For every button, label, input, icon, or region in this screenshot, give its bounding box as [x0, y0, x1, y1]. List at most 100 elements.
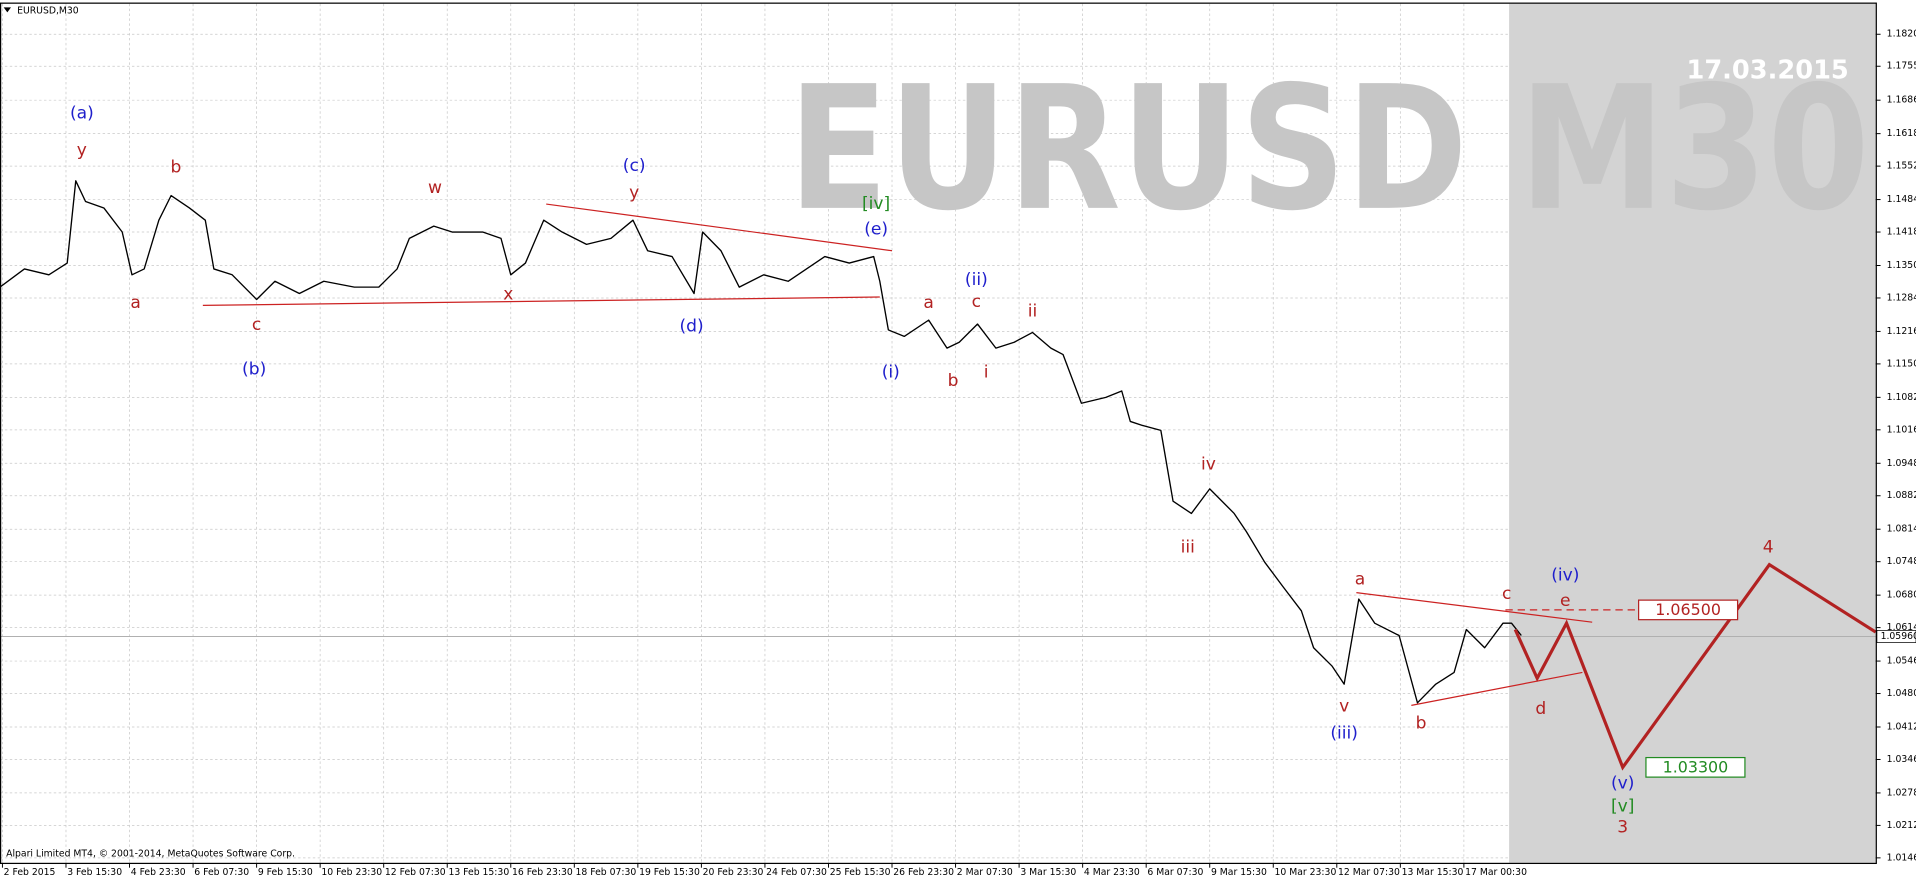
current-price-label: 1.05960: [1881, 631, 1916, 642]
wave-label: y: [77, 140, 87, 160]
wave-label: ii: [1028, 302, 1038, 322]
wave-label: 3: [1617, 817, 1628, 837]
watermark-date: 17.03.2015: [1686, 55, 1848, 85]
future-region: [1509, 3, 1876, 863]
wave-label: (b): [242, 359, 266, 379]
y-tick-label: 1.12160: [1887, 326, 1916, 337]
x-tick-label: 6 Feb 07:30: [194, 867, 249, 878]
plot-frame: [0, 2, 1877, 865]
y-tick-label: 1.07480: [1887, 556, 1916, 567]
price-label-box: [1638, 599, 1739, 621]
wave-label: (e): [864, 220, 888, 240]
wave-label: (a): [70, 103, 94, 123]
wave-label: (i): [882, 363, 900, 383]
y-tick-label: 1.06800: [1887, 590, 1916, 601]
wave-label: (c): [623, 156, 646, 176]
x-tick-label: 2 Feb 2015: [4, 867, 56, 878]
y-tick-label: 1.18200: [1887, 29, 1916, 40]
wave-label: i: [984, 363, 989, 383]
wave-label: c: [972, 292, 981, 312]
y-tick-label: 1.17550: [1887, 61, 1916, 72]
price-label: 1.03300: [1663, 757, 1729, 776]
current-price-box: [1876, 629, 1916, 643]
x-tick-label: 10 Mar 23:30: [1274, 867, 1336, 878]
projection-line: [1513, 562, 1877, 771]
watermark: EURUSD M30: [788, 50, 1869, 249]
x-tick-label: 18 Feb 07:30: [576, 867, 637, 878]
x-tick-label: 26 Feb 23:30: [893, 867, 954, 878]
y-tick-label: 1.16860: [1887, 95, 1916, 106]
y-tick-label: 1.05460: [1887, 656, 1916, 667]
y-tick-label: 1.08140: [1887, 524, 1916, 535]
x-tick-label: 3 Mar 15:30: [1020, 867, 1076, 878]
wave-label: y: [629, 183, 639, 203]
price-label: 1.06500: [1655, 600, 1721, 619]
wave-label: c: [252, 315, 261, 335]
wave-label: [iv]: [862, 194, 890, 214]
price-label-box: [1645, 756, 1746, 778]
y-tick-label: 1.02780: [1887, 787, 1916, 798]
wave-label: d: [1535, 699, 1546, 719]
y-tick-label: 1.08820: [1887, 490, 1916, 501]
x-tick-label: 13 Mar 15:30: [1402, 867, 1464, 878]
x-tick-label: 17 Mar 00:30: [1465, 867, 1527, 878]
wave-label: (iii): [1330, 723, 1358, 743]
wave-label: iv: [1201, 454, 1216, 474]
x-tick-label: 4 Feb 23:30: [131, 867, 186, 878]
trendline: [1411, 671, 1583, 707]
x-tick-label: 12 Mar 07:30: [1338, 867, 1400, 878]
x-tick-label: 2 Mar 07:30: [957, 867, 1013, 878]
y-tick-label: 1.14180: [1887, 227, 1916, 238]
y-tick-label: 1.10160: [1887, 424, 1916, 435]
price-line: [0, 180, 1522, 704]
x-tick-label: 20 Feb 23:30: [703, 867, 764, 878]
y-tick-label: 1.10820: [1887, 392, 1916, 403]
y-tick-label: 1.04120: [1887, 721, 1916, 732]
wave-label: x: [503, 285, 513, 305]
y-tick-label: 1.03460: [1887, 754, 1916, 765]
wave-label: b: [1416, 714, 1427, 734]
wave-label: b: [948, 371, 959, 391]
wave-label: 4: [1763, 537, 1774, 557]
x-tick-label: 13 Feb 15:30: [448, 867, 509, 878]
wave-label: c: [1502, 584, 1511, 604]
x-tick-label: 4 Mar 23:30: [1084, 867, 1140, 878]
wave-label: a: [923, 293, 933, 313]
x-tick-label: 3 Feb 15:30: [67, 867, 122, 878]
y-tick-label: 1.16180: [1887, 128, 1916, 139]
x-tick-label: 25 Feb 15:30: [830, 867, 891, 878]
wave-label: a: [130, 293, 140, 313]
x-tick-label: 24 Feb 07:30: [766, 867, 827, 878]
y-tick-label: 1.12840: [1887, 292, 1916, 303]
menu-arrow: [3, 7, 11, 13]
wave-label: iii: [1181, 537, 1195, 557]
y-tick-label: 1.15520: [1887, 161, 1916, 172]
x-tick-label: 6 Mar 07:30: [1147, 867, 1203, 878]
wave-label: v: [1339, 696, 1349, 716]
x-tick-label: 10 Feb 23:30: [321, 867, 382, 878]
x-tick-label: 16 Feb 23:30: [512, 867, 573, 878]
wave-label: (ii): [965, 270, 988, 290]
trendline: [546, 203, 893, 252]
y-tick-label: 1.06140: [1887, 622, 1916, 633]
chart-title: EURUSD,M30: [17, 6, 79, 17]
x-tick-label: 19 Feb 15:30: [639, 867, 700, 878]
wave-label: e: [1560, 591, 1571, 611]
wave-label: a: [1355, 569, 1365, 589]
wave-label: (iv): [1551, 565, 1579, 585]
trendline: [202, 296, 880, 306]
wave-label: (d): [680, 317, 704, 337]
wave-label: b: [171, 158, 182, 178]
y-tick-label: 1.11500: [1887, 358, 1916, 369]
y-tick-label: 1.14840: [1887, 194, 1916, 205]
y-tick-label: 1.13500: [1887, 260, 1916, 271]
x-tick-label: 9 Feb 15:30: [258, 867, 313, 878]
wave-label: [v]: [1611, 797, 1634, 817]
y-tick-label: 1.04800: [1887, 688, 1916, 699]
wave-label: w: [428, 178, 442, 198]
copyright: Alpari Limited MT4, © 2001-2014, MetaQuo…: [6, 849, 295, 860]
y-tick-label: 1.09480: [1887, 458, 1916, 469]
trendline: [1356, 592, 1593, 623]
